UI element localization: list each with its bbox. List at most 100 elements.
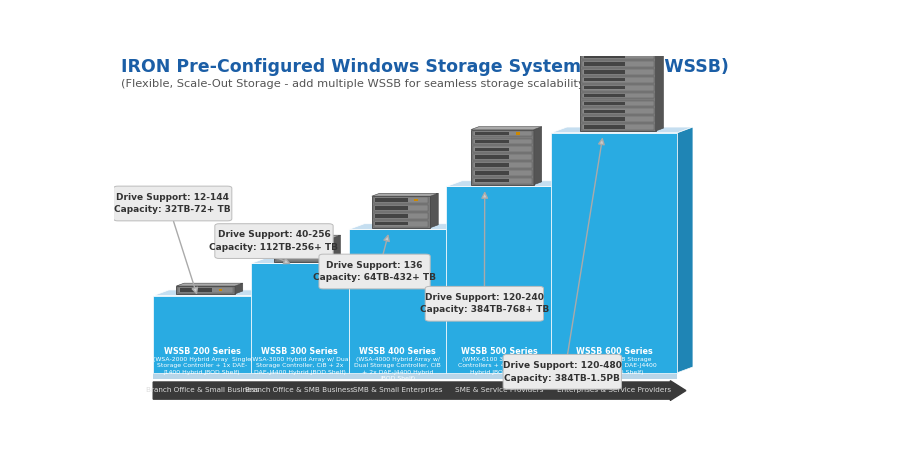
- Polygon shape: [251, 258, 365, 264]
- Polygon shape: [677, 127, 693, 372]
- Text: Enterprises & Service Providers: Enterprises & Service Providers: [558, 387, 672, 393]
- Bar: [584, 0, 625, 3]
- Polygon shape: [333, 235, 341, 262]
- Text: Drive Support: 120-240
Capacity: 384TB-768+ TB: Drive Support: 120-240 Capacity: 384TB-7…: [420, 293, 549, 314]
- Bar: [584, 78, 625, 81]
- Polygon shape: [446, 181, 567, 186]
- Bar: [582, 53, 654, 59]
- Bar: [180, 288, 212, 292]
- Text: (Flexible, Scale-Out Storage - add multiple WSSB for seamless storage scalabilit: (Flexible, Scale-Out Storage - add multi…: [122, 79, 585, 89]
- Polygon shape: [274, 235, 341, 238]
- Bar: [474, 155, 509, 159]
- Polygon shape: [551, 127, 693, 133]
- FancyBboxPatch shape: [215, 224, 333, 259]
- Bar: [584, 46, 625, 50]
- Bar: [584, 15, 625, 19]
- Bar: [584, 86, 625, 89]
- Bar: [372, 196, 430, 228]
- Bar: [251, 264, 349, 372]
- Bar: [176, 286, 235, 294]
- Bar: [316, 241, 320, 243]
- Bar: [218, 289, 222, 291]
- Bar: [582, 93, 654, 99]
- Bar: [582, 14, 654, 20]
- Polygon shape: [349, 224, 462, 229]
- Bar: [582, 46, 654, 51]
- Text: Drive Support: 120-480
Capacity: 384TB-1.5PB: Drive Support: 120-480 Capacity: 384TB-1…: [503, 361, 622, 383]
- Bar: [376, 206, 408, 210]
- Polygon shape: [154, 290, 267, 296]
- Polygon shape: [372, 193, 438, 196]
- FancyBboxPatch shape: [319, 254, 430, 289]
- Polygon shape: [154, 367, 693, 372]
- Bar: [473, 170, 532, 176]
- Polygon shape: [471, 126, 542, 130]
- Text: SME & Service Providers: SME & Service Providers: [454, 387, 543, 393]
- Text: WSSB 600 Series: WSSB 600 Series: [576, 347, 653, 356]
- Bar: [584, 110, 625, 113]
- Bar: [580, 0, 655, 131]
- Text: IRON Pre-Configured Windows Storage System Blocks (WSSB): IRON Pre-Configured Windows Storage Syst…: [122, 58, 729, 76]
- Bar: [278, 240, 310, 244]
- Bar: [376, 199, 408, 202]
- Bar: [582, 100, 654, 106]
- FancyBboxPatch shape: [503, 354, 622, 389]
- Text: (WMX-6200 3-8 Storage
Controllers + 8x DAE-J4400
Hybrid JBOD Shelf): (WMX-6200 3-8 Storage Controllers + 8x D…: [572, 357, 657, 375]
- Bar: [582, 0, 654, 4]
- Bar: [374, 205, 429, 211]
- Bar: [582, 38, 654, 43]
- Bar: [473, 154, 532, 160]
- Bar: [582, 6, 654, 12]
- Bar: [474, 163, 509, 167]
- FancyBboxPatch shape: [425, 286, 544, 321]
- Text: WSSB 400 Series: WSSB 400 Series: [359, 347, 436, 356]
- Bar: [474, 132, 509, 135]
- Bar: [474, 171, 509, 174]
- Text: Branch Office & Small Business: Branch Office & Small Business: [145, 387, 259, 393]
- Text: Drive Support: 40-256
Capacity: 112TB-256+ TB: Drive Support: 40-256 Capacity: 112TB-25…: [209, 230, 338, 252]
- Bar: [414, 199, 418, 201]
- Bar: [584, 31, 625, 34]
- Text: (WMX-6100 3-8 Storage
Controllers + 4xDAE-J4400
Hybrid JBOD Shelf): (WMX-6100 3-8 Storage Controllers + 4xDA…: [458, 357, 540, 375]
- Bar: [376, 214, 408, 218]
- Text: SMB & Small Enterprises: SMB & Small Enterprises: [353, 387, 442, 393]
- FancyArrow shape: [154, 381, 686, 400]
- Polygon shape: [430, 193, 438, 228]
- Bar: [274, 238, 333, 262]
- Bar: [349, 229, 446, 372]
- Text: WSSB 500 Series: WSSB 500 Series: [461, 347, 537, 356]
- Bar: [516, 133, 520, 135]
- Bar: [471, 130, 534, 185]
- Bar: [473, 178, 532, 184]
- Bar: [276, 239, 331, 245]
- Bar: [582, 124, 654, 130]
- Bar: [584, 102, 625, 105]
- Bar: [446, 186, 551, 372]
- Bar: [584, 118, 625, 121]
- Bar: [474, 179, 509, 182]
- Polygon shape: [176, 283, 243, 286]
- Bar: [634, 0, 639, 2]
- Bar: [584, 54, 625, 58]
- Bar: [276, 247, 331, 252]
- Bar: [374, 221, 429, 226]
- Bar: [278, 248, 310, 252]
- Text: (WSA-3000 Hybrid Array w/ Dual
Storage Controller, CiB + 2x
DAE-J4400 Hybrid JBO: (WSA-3000 Hybrid Array w/ Dual Storage C…: [250, 357, 350, 375]
- Bar: [474, 140, 509, 143]
- Bar: [584, 23, 625, 27]
- Bar: [178, 287, 233, 293]
- Bar: [582, 108, 654, 114]
- Bar: [376, 222, 408, 226]
- FancyBboxPatch shape: [113, 186, 232, 221]
- Polygon shape: [235, 283, 243, 294]
- Text: Drive Support: 12-144
Capacity: 32TB-72+ TB: Drive Support: 12-144 Capacity: 32TB-72+…: [114, 193, 231, 214]
- Bar: [154, 372, 677, 379]
- Bar: [582, 30, 654, 35]
- Bar: [473, 162, 532, 168]
- Text: WSSB 200 Series: WSSB 200 Series: [164, 347, 240, 356]
- Polygon shape: [534, 126, 542, 185]
- Bar: [551, 133, 677, 372]
- Bar: [473, 146, 532, 152]
- Bar: [278, 256, 310, 259]
- Bar: [276, 255, 331, 260]
